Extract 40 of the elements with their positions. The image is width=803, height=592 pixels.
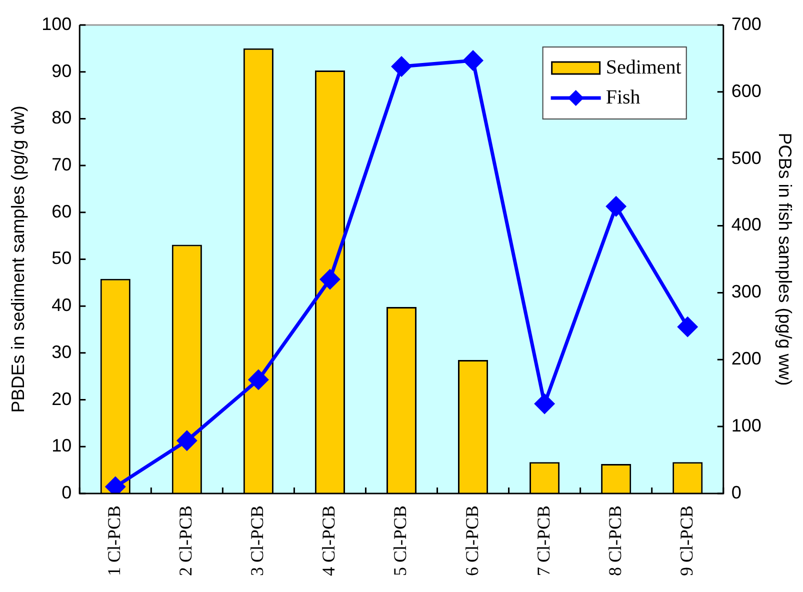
y-tick-label: 80 <box>52 108 72 128</box>
point <box>606 196 626 216</box>
x-tick-label: 7 Cl-PCB <box>533 505 554 576</box>
y-tick-label: 100 <box>42 14 72 34</box>
y-tick-label: 10 <box>52 436 72 456</box>
y-axis-title: PBDEs in sediment samples (pg/g dw) <box>8 106 28 413</box>
x-tick-label: 6 Cl-PCB <box>462 505 482 576</box>
point <box>392 56 412 76</box>
point <box>248 370 268 390</box>
point <box>463 50 483 70</box>
y-tick-label: 30 <box>52 342 72 362</box>
x-tick-label: 5 Cl-PCB <box>390 505 410 576</box>
y2-tick-label: 300 <box>731 282 762 302</box>
y-tick-label: 90 <box>52 60 72 81</box>
y2-tick-label: 200 <box>731 348 762 369</box>
y2-tick-label: 100 <box>731 416 762 436</box>
x-tick-label: 4 Cl-PCB <box>318 505 339 576</box>
y2-tick-label: 700 <box>731 14 762 34</box>
y2-axis-title: PCBs in fish samples (pg/g ww) <box>775 132 796 386</box>
legend-label: Fish <box>606 86 640 108</box>
y2-tick-label: 500 <box>731 148 762 168</box>
y-tick-label: 20 <box>52 388 72 409</box>
y-tick-label: 60 <box>52 201 72 222</box>
x-tick-label: 2 Cl-PCB <box>176 505 196 576</box>
y-tick-label: 50 <box>52 248 72 268</box>
point <box>177 430 197 450</box>
y-tick-label: 70 <box>52 154 72 175</box>
y-tick-label: 40 <box>52 295 72 316</box>
x-tick-label: 9 Cl-PCB <box>676 505 696 576</box>
y2-tick-label: 600 <box>731 80 762 101</box>
x-tick-label: 8 Cl-PCB <box>604 505 625 576</box>
x-tick-label: 1 Cl-PCB <box>104 505 124 576</box>
y2-tick-label: 400 <box>731 214 762 235</box>
point <box>678 317 698 337</box>
legend-label: Sediment <box>606 56 682 78</box>
point <box>534 394 554 414</box>
point <box>320 270 340 290</box>
y-tick-label: 0 <box>62 482 72 502</box>
y2-tick-label: 0 <box>731 482 742 502</box>
x-tick-label: 3 Cl-PCB <box>247 505 268 576</box>
